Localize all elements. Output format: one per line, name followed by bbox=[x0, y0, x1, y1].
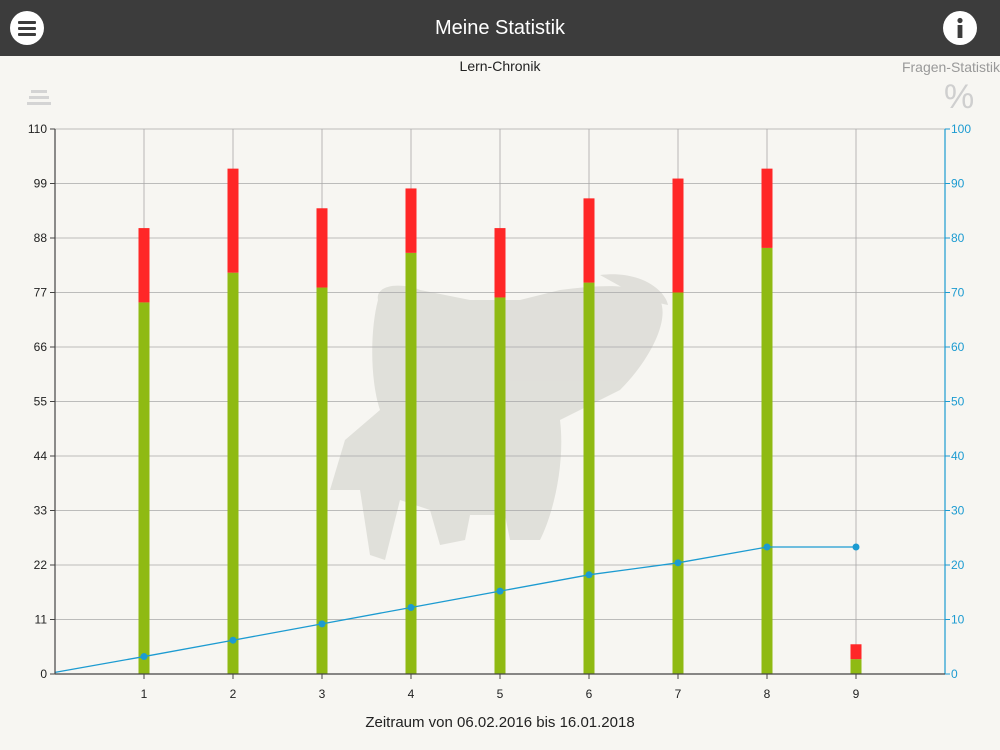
bar-correct bbox=[316, 287, 328, 674]
y-right-tick-label: 100 bbox=[951, 122, 971, 136]
bar-wrong bbox=[494, 228, 506, 298]
y-right-tick-label: 20 bbox=[951, 558, 965, 572]
bar-correct bbox=[850, 659, 862, 674]
bar-wrong bbox=[405, 188, 417, 253]
x-tick-label: 8 bbox=[764, 687, 771, 701]
y-left-tick-label: 55 bbox=[34, 395, 48, 409]
y-right-tick-label: 30 bbox=[951, 504, 965, 518]
bar-wrong bbox=[850, 644, 862, 660]
percent-icon[interactable]: % bbox=[944, 78, 975, 116]
bar-correct bbox=[494, 297, 506, 674]
line-point bbox=[763, 543, 771, 551]
y-left-tick-label: 22 bbox=[34, 558, 48, 572]
y-right-tick-label: 60 bbox=[951, 340, 965, 354]
bar-wrong bbox=[761, 168, 773, 248]
y-left-tick-label: 110 bbox=[28, 122, 47, 136]
line-point bbox=[140, 653, 148, 661]
line-point bbox=[318, 620, 326, 628]
y-right-tick-label: 0 bbox=[951, 667, 958, 681]
line-point bbox=[674, 559, 682, 567]
y-left-tick-label: 33 bbox=[34, 504, 48, 518]
x-tick-label: 5 bbox=[497, 687, 504, 701]
page-title: Meine Statistik bbox=[434, 17, 566, 39]
bar-wrong bbox=[138, 228, 150, 303]
bar-wrong bbox=[583, 198, 595, 283]
line-point bbox=[852, 543, 860, 551]
x-tick-label: 2 bbox=[230, 687, 237, 701]
hamburger-icon[interactable] bbox=[10, 11, 44, 45]
bar-correct bbox=[761, 247, 773, 674]
list-icon[interactable] bbox=[27, 88, 51, 113]
y-right-tick-label: 40 bbox=[951, 449, 965, 463]
tab-lern-chronik[interactable]: Lern-Chronik bbox=[459, 58, 541, 74]
bar-correct bbox=[583, 282, 595, 674]
bar-correct bbox=[138, 302, 150, 674]
y-left-tick-label: 88 bbox=[34, 231, 48, 245]
cumulative-line bbox=[54, 546, 856, 674]
y-right-tick-label: 90 bbox=[951, 177, 965, 191]
x-tick-label: 3 bbox=[319, 687, 326, 701]
y-left-tick-label: 44 bbox=[34, 449, 48, 463]
bar-correct bbox=[405, 252, 417, 674]
y-left-tick-label: 99 bbox=[34, 177, 48, 191]
y-left-tick-label: 77 bbox=[34, 286, 48, 300]
x-tick-label: 9 bbox=[853, 687, 860, 701]
tab-fragen-statistik[interactable]: Fragen-Statistik bbox=[901, 59, 1000, 75]
bar-wrong bbox=[227, 168, 239, 273]
top-bar bbox=[0, 0, 1000, 56]
y-right-tick-label: 50 bbox=[951, 395, 965, 409]
bar-wrong bbox=[672, 178, 684, 293]
x-tick-label: 4 bbox=[408, 687, 415, 701]
x-tick-label: 7 bbox=[675, 687, 682, 701]
y-right-tick-label: 80 bbox=[951, 231, 965, 245]
line-point bbox=[585, 571, 593, 579]
bar-correct bbox=[227, 272, 239, 674]
line-point bbox=[407, 604, 415, 612]
bar-wrong bbox=[316, 208, 328, 288]
period-caption: Zeitraum von 06.02.2016 bis 16.01.2018 bbox=[365, 714, 635, 731]
x-tick-label: 6 bbox=[586, 687, 593, 701]
line-point bbox=[229, 636, 237, 644]
info-icon[interactable] bbox=[943, 11, 977, 45]
x-tick-label: 1 bbox=[141, 687, 148, 701]
y-left-tick-label: 0 bbox=[40, 667, 47, 681]
line-point bbox=[496, 587, 504, 595]
y-left-tick-label: 11 bbox=[35, 613, 48, 627]
bar-correct bbox=[672, 292, 684, 674]
y-right-tick-label: 10 bbox=[951, 613, 965, 627]
y-left-tick-label: 66 bbox=[34, 340, 48, 354]
y-right-tick-label: 70 bbox=[951, 286, 965, 300]
